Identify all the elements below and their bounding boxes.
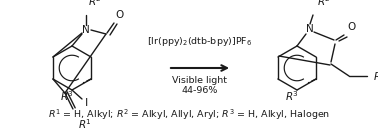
Text: O: O — [348, 22, 356, 32]
Text: $R^3$: $R^3$ — [60, 89, 74, 103]
Text: $R^1$: $R^1$ — [373, 69, 378, 83]
Text: Visible light: Visible light — [172, 76, 228, 85]
Text: $R^3$: $R^3$ — [285, 89, 299, 103]
Text: $R^1$: $R^1$ — [78, 117, 92, 130]
Text: I: I — [84, 98, 88, 108]
Text: $R^1$ = H, Alkyl; $R^2$ = Alkyl, Allyl, Aryl; $R^3$ = H, Alkyl, Halogen: $R^1$ = H, Alkyl; $R^2$ = Alkyl, Allyl, … — [48, 107, 330, 122]
Text: N: N — [306, 24, 314, 34]
Text: 44-96%: 44-96% — [182, 86, 218, 95]
Text: [Ir(ppy)$_2$(dtb-bpy)]PF$_6$: [Ir(ppy)$_2$(dtb-bpy)]PF$_6$ — [147, 35, 253, 48]
Text: $R^2$: $R^2$ — [88, 0, 102, 8]
Text: N: N — [82, 25, 90, 35]
Text: $R^2$: $R^2$ — [317, 0, 331, 8]
Text: O: O — [115, 10, 123, 20]
